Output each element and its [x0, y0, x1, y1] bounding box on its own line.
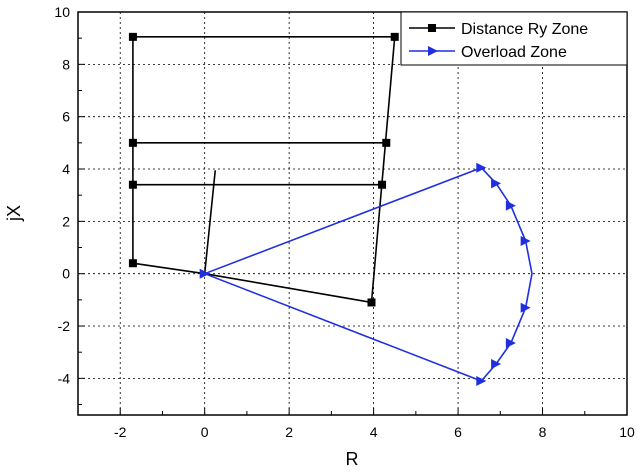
- data-point-triangle: [520, 235, 531, 246]
- x-tick-label: -2: [114, 424, 127, 440]
- data-point-square: [390, 32, 399, 41]
- tick-labels: -2 0 2 4 6 8 10 -4 -2 0 2 4 6 8 10: [54, 4, 635, 440]
- series-line: [204, 166, 482, 275]
- data-point-square: [378, 180, 387, 189]
- data-point-triangle: [476, 162, 487, 173]
- series-line: [203, 170, 217, 274]
- legend: Distance Ry Zone Overload Zone: [400, 11, 628, 66]
- data-point-square: [367, 298, 376, 307]
- data-point-square: [128, 259, 137, 268]
- x-tick-label: 8: [539, 424, 547, 440]
- axis-ticks: [77, 11, 628, 415]
- y-tick-label: -2: [58, 318, 71, 334]
- data-point-square: [128, 32, 137, 41]
- data-point-square: [382, 138, 391, 147]
- data-point-square: [128, 138, 137, 147]
- y-tick-label: 8: [62, 56, 70, 72]
- data-point-triangle: [199, 268, 210, 279]
- legend-item-distance: Distance Ry Zone: [409, 21, 588, 38]
- series-layer: [128, 32, 533, 386]
- legend-label-distance: Distance Ry Zone: [461, 21, 588, 38]
- series-line: [370, 36, 396, 303]
- x-tick-label: 4: [370, 424, 378, 440]
- legend-item-overload: Overload Zone: [409, 44, 567, 61]
- data-point-triangle: [505, 200, 516, 211]
- legend-label-overload: Overload Zone: [461, 44, 567, 61]
- series-line: [480, 167, 533, 382]
- x-tick-label: 6: [454, 424, 462, 440]
- y-tick-label: 4: [62, 161, 70, 177]
- y-tick-label: 6: [62, 109, 70, 125]
- legend-box: [400, 11, 628, 66]
- series-line: [204, 272, 482, 382]
- plot-frame: [77, 11, 628, 416]
- y-tick-label: -4: [58, 370, 71, 386]
- legend-marker-distance: [428, 24, 436, 32]
- data-point-triangle: [505, 338, 516, 349]
- y-tick-label: 0: [62, 266, 70, 282]
- x-tick-label: 2: [285, 424, 293, 440]
- grid-lines: [78, 12, 627, 415]
- data-point-triangle: [476, 375, 487, 386]
- legend-marker-overload: [428, 46, 438, 56]
- x-tick-label: 0: [201, 424, 209, 440]
- data-point-square: [128, 180, 137, 189]
- data-point-triangle: [520, 302, 531, 313]
- x-axis-title: R: [346, 449, 359, 469]
- series-line: [132, 36, 372, 304]
- data-point-triangle: [491, 178, 502, 189]
- y-axis-title: jX: [4, 205, 24, 222]
- y-tick-label: 10: [54, 4, 70, 20]
- x-tick-label: 10: [619, 424, 635, 440]
- y-tick-label: 2: [62, 213, 70, 229]
- data-point-triangle: [491, 358, 502, 369]
